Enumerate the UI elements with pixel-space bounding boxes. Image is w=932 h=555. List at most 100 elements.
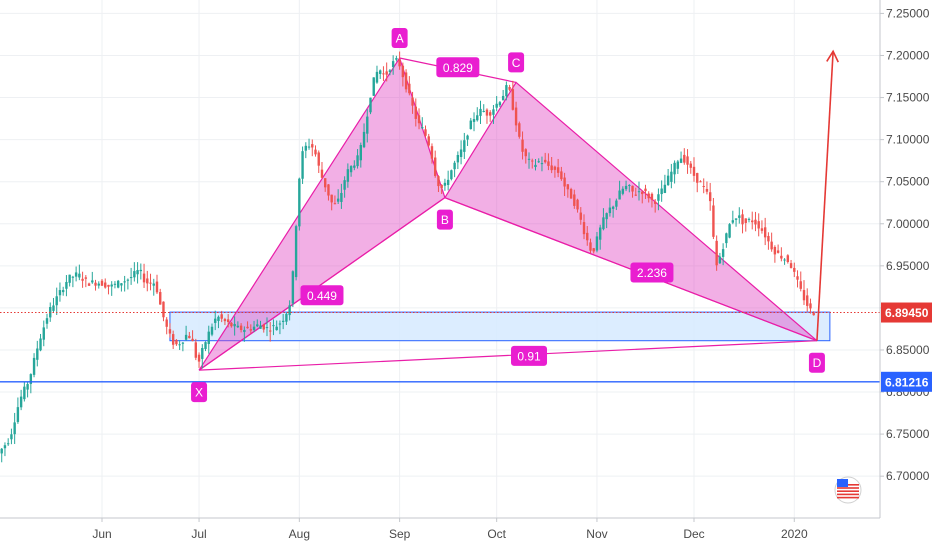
candle-body bbox=[336, 198, 340, 202]
candle-body bbox=[243, 329, 246, 332]
candle-body bbox=[42, 327, 45, 340]
point-label-x-bg bbox=[191, 382, 208, 403]
candle-body bbox=[3, 445, 7, 449]
candle-body bbox=[660, 188, 663, 195]
candle-body bbox=[673, 162, 676, 175]
candle-body bbox=[543, 159, 547, 163]
candle-body bbox=[104, 282, 107, 288]
candle-body bbox=[531, 160, 534, 162]
candle-body bbox=[505, 85, 508, 97]
candle-body bbox=[618, 190, 621, 200]
ratio-label-0-829[interactable]: 0.829 bbox=[436, 57, 480, 78]
candle-body bbox=[417, 115, 421, 124]
candle-body bbox=[184, 334, 188, 340]
us-flag-stripe bbox=[837, 490, 859, 492]
candle-body bbox=[540, 163, 544, 165]
candle-body bbox=[226, 319, 230, 323]
candle-body bbox=[783, 259, 786, 261]
candle-body bbox=[311, 144, 314, 148]
candle-body bbox=[162, 301, 165, 318]
candle-body bbox=[689, 163, 692, 168]
pattern-line-xd bbox=[199, 340, 817, 371]
candle-body bbox=[809, 303, 812, 309]
candle-body bbox=[74, 272, 78, 277]
candle-body bbox=[556, 167, 560, 173]
candle-body bbox=[366, 116, 369, 134]
candle-body bbox=[278, 323, 282, 325]
x-tick-label: Aug bbox=[289, 527, 310, 541]
candle-body bbox=[252, 326, 256, 330]
axes-layer: 6.700006.750006.800006.850006.900006.950… bbox=[0, 0, 930, 541]
point-label-c[interactable]: C bbox=[508, 52, 525, 73]
candle-body bbox=[702, 186, 705, 188]
candle-body bbox=[563, 177, 566, 187]
ratio-label-0-449[interactable]: 0.449 bbox=[300, 285, 344, 306]
candle-body bbox=[518, 123, 521, 137]
candle-body bbox=[573, 194, 576, 206]
candle-body bbox=[653, 201, 657, 204]
candle-body bbox=[721, 249, 725, 257]
candle-body bbox=[489, 112, 492, 116]
candle-body bbox=[605, 213, 608, 220]
candle-body bbox=[670, 171, 673, 182]
candle-body bbox=[508, 87, 511, 90]
candle-body bbox=[317, 152, 320, 166]
candle-body bbox=[621, 188, 625, 194]
y-tick-label: 7.15000 bbox=[886, 91, 930, 105]
point-label-x-text: X bbox=[195, 386, 203, 400]
price-tag-bg bbox=[881, 371, 932, 392]
y-tick-label: 6.85000 bbox=[886, 343, 930, 357]
candle-body bbox=[385, 71, 388, 75]
candle-body bbox=[741, 214, 744, 225]
candle-body bbox=[327, 184, 330, 196]
badge-layer[interactable] bbox=[834, 476, 862, 504]
candle-body bbox=[582, 222, 586, 235]
candle-body bbox=[592, 248, 595, 252]
point-label-b[interactable]: B bbox=[436, 209, 453, 230]
candle-body bbox=[401, 65, 405, 78]
candle-body bbox=[149, 282, 152, 284]
ratio-label-2-236[interactable]: 2.236 bbox=[630, 262, 674, 283]
grid-layer bbox=[0, 0, 880, 518]
y-tick-label: 7.00000 bbox=[886, 217, 930, 231]
candle-body bbox=[511, 89, 515, 110]
candle-body bbox=[479, 108, 482, 116]
price-tag-bg bbox=[881, 302, 932, 323]
candle-body bbox=[178, 344, 181, 346]
candle-body bbox=[786, 255, 790, 263]
candle-body bbox=[440, 184, 443, 188]
candle-body bbox=[307, 146, 311, 148]
candle-body bbox=[611, 206, 615, 209]
y-tick-label: 7.10000 bbox=[886, 133, 930, 147]
candle-body bbox=[411, 97, 414, 106]
candle-body bbox=[676, 161, 680, 169]
candle-body bbox=[204, 342, 207, 349]
candle-body bbox=[398, 59, 401, 67]
candle-body bbox=[259, 325, 262, 329]
candle-body bbox=[6, 443, 10, 445]
candle-body bbox=[560, 171, 563, 180]
candle-body bbox=[343, 180, 346, 190]
candle-body bbox=[631, 185, 634, 192]
candle-body bbox=[796, 276, 799, 280]
candle-body bbox=[291, 271, 295, 304]
point-label-b-text: B bbox=[441, 213, 449, 227]
candle-body bbox=[427, 136, 430, 146]
candle-body bbox=[58, 290, 62, 296]
candle-body bbox=[304, 145, 308, 151]
point-label-x[interactable]: X bbox=[191, 382, 208, 403]
candle-body bbox=[324, 178, 327, 188]
point-label-c-text: C bbox=[512, 56, 521, 70]
candle-body bbox=[29, 374, 33, 384]
candle-body bbox=[249, 329, 253, 331]
candle-body bbox=[696, 173, 699, 183]
candle-body bbox=[650, 193, 654, 200]
candle-body bbox=[97, 283, 100, 286]
y-tick-label: 6.95000 bbox=[886, 259, 930, 273]
point-label-a[interactable]: A bbox=[391, 28, 408, 49]
labels-layer: X A B C D 0.449 0.829 2.236 0.91 bbox=[191, 28, 825, 403]
point-label-d[interactable]: D bbox=[808, 352, 825, 373]
candle-body bbox=[165, 319, 168, 327]
ratio-label-0-91[interactable]: 0.91 bbox=[511, 345, 548, 366]
